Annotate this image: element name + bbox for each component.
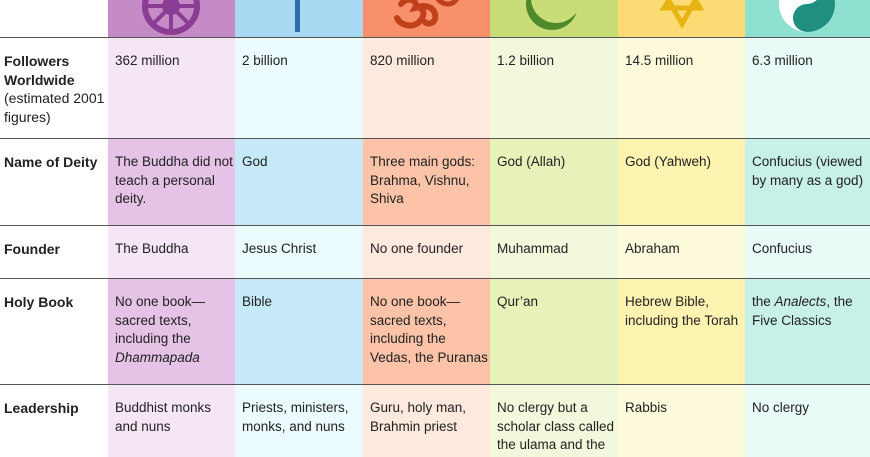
header-islam	[490, 0, 618, 37]
table-cell: No clergy	[745, 384, 870, 457]
table-cell: Priests, ministers, monks, and nuns	[235, 384, 363, 457]
table-cell: Bible	[235, 278, 363, 384]
table-cell: Confucius (viewed by many as a god)	[745, 138, 870, 225]
table-cell: Muhammad	[490, 225, 618, 278]
table-cell: 820 million	[363, 37, 490, 138]
cell-text-italic: Dhammapada	[115, 349, 200, 365]
row-label-founder: Founder	[0, 225, 108, 278]
header-buddhism	[108, 0, 235, 37]
table-cell: 14.5 million	[618, 37, 745, 138]
yin-yang-icon	[779, 0, 835, 32]
cell-text: No one book—sacred texts, including the	[115, 294, 206, 346]
table-cell: Rabbis	[618, 384, 745, 457]
row-label-leadership: Leadership	[0, 384, 108, 457]
cell-text-italic: Analects	[774, 294, 827, 309]
table-cell: 362 million	[108, 37, 235, 138]
table-cell: Confucius	[745, 225, 870, 278]
table-cell: Abraham	[618, 225, 745, 278]
table-cell: No one book—sacred texts, including the …	[363, 278, 490, 384]
table-cell: Jesus Christ	[235, 225, 363, 278]
table-cell: No one founder	[363, 225, 490, 278]
table-cell: the Analects, the Five Classics	[745, 278, 870, 384]
header-christianity	[235, 0, 363, 37]
om-icon	[394, 0, 459, 29]
row-label-followers: Followers Worldwide (estimated 2001 figu…	[0, 37, 108, 138]
header-corner	[0, 0, 108, 37]
header-hinduism	[363, 0, 490, 37]
dharma-wheel-icon	[142, 0, 200, 35]
table-cell: No one book—sacred texts, including the …	[108, 278, 235, 384]
table-cell: The Buddha did not teach a personal deit…	[108, 138, 235, 225]
table-cell: Qur’an	[490, 278, 618, 384]
table-cell: Three main gods: Brahma, Vishnu, Shiva	[363, 138, 490, 225]
row-label-text: Followers Worldwide	[4, 53, 75, 88]
table-cell: 6.3 million	[745, 37, 870, 138]
header-judaism	[618, 0, 745, 37]
table-cell: Guru, holy man, Brahmin priest	[363, 384, 490, 457]
row-label-holy-book: Holy Book	[0, 278, 108, 384]
table-cell: Buddhist monks and nuns	[108, 384, 235, 457]
row-sublabel-text: (estimated 2001 figures)	[4, 90, 105, 125]
table-cell: God	[235, 138, 363, 225]
table-cell: God (Allah)	[490, 138, 618, 225]
table-cell: The Buddha	[108, 225, 235, 278]
table-cell: No clergy but a scholar class called the…	[490, 384, 618, 457]
table-cell: Hebrew Bible, including the Torah	[618, 278, 745, 384]
row-label-deity: Name of Deity	[0, 138, 108, 225]
header-confucianism	[745, 0, 870, 37]
table-cell: God (Yahweh)	[618, 138, 745, 225]
cell-text: , the Five Classics	[752, 294, 853, 328]
star-of-david-icon	[659, 0, 705, 30]
cell-text: the	[752, 294, 775, 309]
crescent-icon	[526, 0, 581, 30]
cross-icon	[295, 0, 300, 32]
table-cell: 1.2 billion	[490, 37, 618, 138]
table-cell: 2 billion	[235, 37, 363, 138]
